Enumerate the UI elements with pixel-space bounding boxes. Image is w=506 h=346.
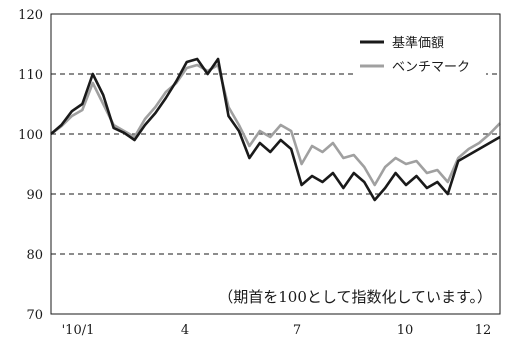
- y-tick-label: 90: [26, 188, 43, 203]
- legend-label-nav: 基準価額: [392, 35, 444, 51]
- y-tick-label: 100: [18, 128, 43, 143]
- legend-label-benchmark: ベンチマーク: [392, 60, 470, 75]
- y-tick-label: 120: [18, 8, 43, 23]
- y-tick-label: 70: [26, 308, 43, 323]
- x-tick-label: 4: [181, 323, 189, 338]
- grid-layer: [51, 73, 500, 255]
- x-tick-label: 10: [397, 323, 414, 338]
- series-line-nav: [50, 57, 501, 202]
- series-layer: [50, 57, 501, 202]
- legend-box: [355, 30, 486, 80]
- index-note: （期首を100として指数化しています。）: [218, 288, 492, 306]
- legend: 基準価額 ベンチマーク: [355, 30, 486, 80]
- axis-layer: 70 80 90 100 110 120 '10/1 4 7 10 12: [18, 8, 491, 338]
- x-tick-label: '10/1: [62, 323, 95, 338]
- x-tick-label: 12: [475, 323, 492, 338]
- plot-frame: [50, 13, 501, 315]
- series-line-benchmark: [50, 63, 501, 187]
- y-tick-label: 110: [18, 68, 43, 83]
- y-tick-label: 80: [26, 248, 43, 263]
- x-tick-label: 7: [293, 323, 301, 338]
